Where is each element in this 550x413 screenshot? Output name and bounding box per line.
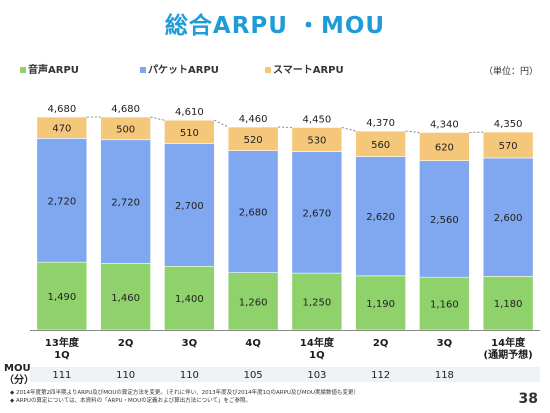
total-label: 4,350 <box>494 119 523 130</box>
legend-swatch-packet <box>140 67 146 73</box>
mou-label-text: MOU <box>4 363 31 374</box>
total-label: 4,450 <box>303 114 332 125</box>
bar-segment-smart <box>355 130 406 157</box>
legend-item-voice: 音声ARPU <box>20 64 79 78</box>
category-label: 2Q <box>118 338 133 349</box>
slide-title: 総合ARPU ・MOU <box>164 13 386 39</box>
bar-value-voice: 1,260 <box>239 297 268 308</box>
bar-segment-smart <box>227 126 279 151</box>
bar-value-smart: 620 <box>435 143 454 154</box>
bar-value-smart: 500 <box>116 124 135 135</box>
bar-segment-smart <box>100 116 151 141</box>
connector-line <box>405 130 420 133</box>
connector-line <box>214 119 229 128</box>
unit-label: （単位：円） <box>483 67 538 77</box>
category-label: 14年度 <box>300 336 335 349</box>
bar-value-smart: 470 <box>52 124 71 135</box>
bar-value-voice: 1,400 <box>175 294 204 305</box>
mou-unit-text: （分） <box>4 375 34 386</box>
bar-value-voice: 1,490 <box>48 292 77 303</box>
mou-row-label: MOU （分） <box>4 363 34 387</box>
bar-value-packet: 2,700 <box>175 201 204 212</box>
legend-label-smart: スマートARPU <box>273 65 344 76</box>
bar-segment-smart <box>36 116 88 139</box>
bar-segment-smart <box>482 131 534 159</box>
bar-segment-packet <box>482 157 534 277</box>
mou-value: 110 <box>180 370 199 381</box>
bar-segment-voice <box>227 272 279 331</box>
total-label: 4,370 <box>366 118 395 129</box>
mou-row-band <box>30 367 540 382</box>
bar-segment-packet <box>36 138 88 263</box>
bar-value-smart: 570 <box>499 141 518 152</box>
x-axis-line <box>30 330 540 331</box>
bar-value-smart: 510 <box>180 128 199 139</box>
mou-value: 111 <box>52 370 71 381</box>
bar-value-packet: 2,670 <box>303 208 332 219</box>
legend-label-voice: 音声ARPU <box>28 65 79 76</box>
connector-line <box>341 127 356 132</box>
mou-value: 103 <box>307 370 326 381</box>
bar-segment-packet <box>100 139 151 264</box>
bar-segment-smart <box>291 127 343 152</box>
legend-swatch-voice <box>20 67 26 73</box>
footnote-2: ◆ ARPUの算定については、本資料の「ARPU・MOUの定義および算出方法につ… <box>10 398 251 404</box>
bar-value-voice: 1,250 <box>303 298 332 309</box>
bar-segment-packet <box>227 150 279 273</box>
total-label: 4,340 <box>430 119 459 130</box>
bar-value-voice: 1,160 <box>430 300 459 311</box>
footnote-1: ◆ 2014年度第2四半期よりARPU及びMOUの算定方法を変更。（それに伴い、… <box>10 390 359 396</box>
mou-value: 110 <box>116 370 135 381</box>
total-label: 4,680 <box>48 104 77 115</box>
bar-segment-packet <box>164 143 215 267</box>
category-label: 14年度 <box>491 336 526 349</box>
bar-value-voice: 1,180 <box>494 299 523 310</box>
bar-value-smart: 520 <box>244 135 263 146</box>
bar-segment-voice <box>36 261 88 331</box>
category-label: 4Q <box>245 338 260 349</box>
bar-segment-voice <box>164 265 215 331</box>
page-number: 38 <box>518 391 538 407</box>
bar-value-packet: 2,620 <box>366 212 395 223</box>
mou-value: 105 <box>244 370 263 381</box>
category-label: 1Q <box>309 350 324 361</box>
total-label: 4,680 <box>111 104 140 115</box>
bar-value-voice: 1,460 <box>111 293 140 304</box>
footnotes: ◆ 2014年度第2四半期よりARPU及びMOUの算定方法を変更。（それに伴い、… <box>10 389 480 405</box>
bar-segment-packet <box>355 156 406 277</box>
bar-segment-voice <box>355 275 406 331</box>
mou-value: 112 <box>371 370 390 381</box>
total-label: 4,460 <box>239 114 268 125</box>
bar-value-smart: 560 <box>371 140 390 151</box>
bar-value-packet: 2,720 <box>48 196 77 207</box>
total-label: 4,610 <box>175 107 204 118</box>
bar-value-packet: 2,600 <box>494 213 523 224</box>
category-label: 2Q <box>373 338 388 349</box>
bar-segment-voice <box>100 263 151 331</box>
bar-value-packet: 2,720 <box>111 198 140 209</box>
bar-value-smart: 530 <box>307 136 326 147</box>
bar-value-voice: 1,190 <box>366 299 395 310</box>
category-label: 3Q <box>182 338 197 349</box>
legend-item-packet: パケットARPU <box>140 64 219 78</box>
category-label: 3Q <box>437 338 452 349</box>
bar-segment-packet <box>419 160 470 278</box>
legend-label-packet: パケットARPU <box>148 65 219 76</box>
bar-segment-smart <box>164 119 215 144</box>
category-label: 13年度 <box>45 336 80 349</box>
legend-swatch-smart <box>265 67 271 73</box>
bar-value-packet: 2,680 <box>239 208 268 219</box>
bar-segment-voice <box>291 272 343 331</box>
legend-item-smart: スマートARPU <box>265 64 344 78</box>
bar-segment-smart <box>419 132 470 161</box>
bar-value-packet: 2,560 <box>430 215 459 226</box>
mou-value: 118 <box>435 370 454 381</box>
category-label: (通期予想) <box>484 348 533 361</box>
connector-line <box>150 116 165 121</box>
bar-segment-voice <box>419 276 470 331</box>
category-label: 1Q <box>54 350 69 361</box>
